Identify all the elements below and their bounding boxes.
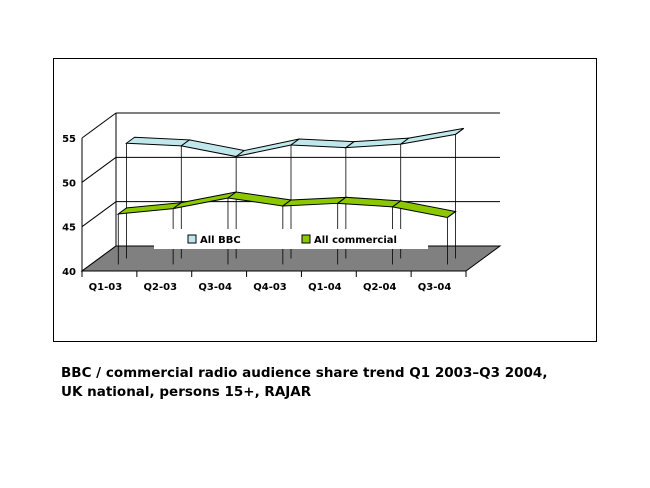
y-tick-label-2: 50 [62,178,76,189]
series-0-endcap [455,127,465,135]
x-tick-label-3: Q4-03 [253,282,287,293]
y-tick-label-1: 45 [62,223,76,234]
series-1-segment-0 [116,201,184,215]
x-tick-label-0: Q1-03 [89,282,123,293]
series-1-endcap [447,211,456,218]
series-0-segment-4 [344,137,411,149]
gridline-wall-3 [81,112,117,139]
x-tick-label-1: Q2-03 [144,282,178,293]
series-1-segment-1 [172,191,237,210]
legend-label-1: All commercial [314,235,397,246]
x-tick-label-5: Q2-04 [363,282,397,293]
y-tick-label-0: 40 [62,267,76,278]
series-1-segment-5 [391,200,457,219]
legend-label-0: All BBC [200,235,241,246]
series-1-segment-2 [226,191,293,207]
legend-swatch-1 [301,234,311,244]
series-1-segment-4 [336,196,403,208]
x-tick-label-4: Q1-04 [308,282,342,293]
series-0-segment-1 [180,139,246,158]
x-tick-label-2: Q3-04 [198,282,232,293]
x-tick-label-6: Q3-04 [418,282,452,293]
legend-swatch-0 [187,234,197,244]
series-0-segment-5 [400,127,465,145]
y-tick-label-3: 55 [62,134,76,145]
chart-caption-line1: BBC / commercial radio audience share tr… [61,365,548,381]
legend-box [154,229,428,249]
series-0-segment-0 [124,136,191,147]
series-0-segment-3 [289,138,356,149]
series-0-segment-2 [235,138,300,158]
chart-frame: 40 45 50 55 Q1-03 Q2-03 Q3-04 Q4-03 Q1-04 Q2-04 Q3… [53,58,597,342]
series-1-segment-3 [281,196,348,207]
gridline-wall-1 [81,201,117,228]
chart-plot: 40 45 50 55 Q1-03 Q2-03 Q3-04 Q4-03 Q1-04 Q2-04 Q3… [62,112,502,293]
gridline-wall-2 [81,156,117,183]
chart-caption-line2: UK national, persons 15+, RAJAR [61,384,312,400]
